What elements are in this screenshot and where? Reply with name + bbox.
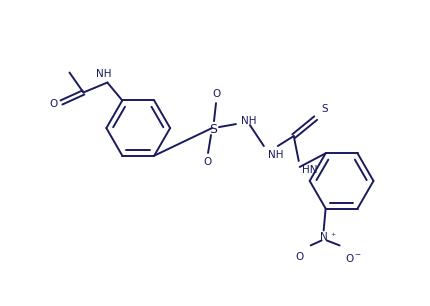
- Text: N: N: [320, 233, 328, 242]
- Text: O$^-$: O$^-$: [344, 252, 362, 264]
- Text: $^+$: $^+$: [329, 231, 337, 241]
- Text: NH: NH: [268, 150, 283, 160]
- Text: O: O: [203, 157, 211, 167]
- Text: NH: NH: [241, 116, 256, 126]
- Text: NH: NH: [95, 69, 111, 79]
- Text: O: O: [213, 89, 221, 99]
- Text: S: S: [322, 104, 328, 114]
- Text: HN: HN: [302, 165, 317, 175]
- Text: O: O: [295, 252, 304, 262]
- Text: O: O: [49, 99, 58, 110]
- Text: S: S: [209, 123, 217, 136]
